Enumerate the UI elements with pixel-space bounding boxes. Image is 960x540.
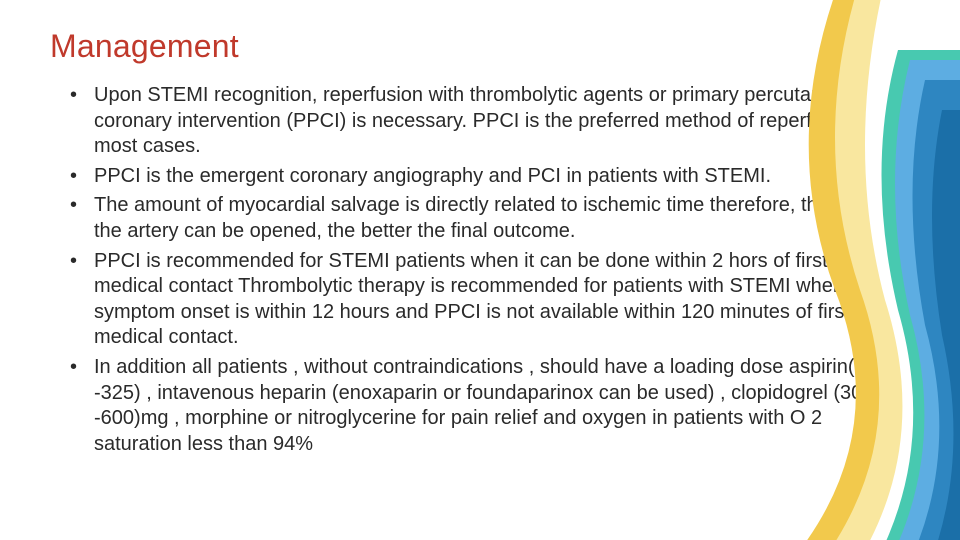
list-item: In addition all patients , without contr… <box>70 355 900 457</box>
list-item: PPCI is recommended for STEMI patients w… <box>70 249 900 351</box>
slide: Management Upon STEMI recognition, reper… <box>0 0 960 540</box>
slide-title: Management <box>50 28 900 65</box>
bullet-list: Upon STEMI recognition, reperfusion with… <box>50 83 900 457</box>
list-item: The amount of myocardial salvage is dire… <box>70 193 900 244</box>
list-item: Upon STEMI recognition, reperfusion with… <box>70 83 900 160</box>
list-item: PPCI is the emergent coronary angiograph… <box>70 164 900 190</box>
